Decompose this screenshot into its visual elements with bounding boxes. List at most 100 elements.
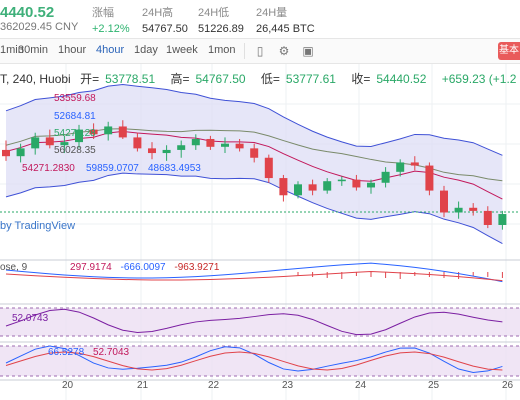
- macd-signal-line: [5, 270, 503, 282]
- stat-value: 26,445 BTC: [256, 23, 315, 35]
- candle-body: [133, 137, 142, 149]
- ma-price-tag: 54271.28: [54, 128, 96, 139]
- candle-body: [323, 181, 332, 191]
- date-tick: 26: [502, 380, 514, 391]
- bollinger-lower-line: [5, 172, 503, 244]
- stat-low: 24H低 51226.89: [198, 4, 244, 35]
- bollinger-band-fill: [6, 84, 503, 244]
- date-tick: 22: [208, 380, 220, 391]
- candle-body: [454, 207, 463, 213]
- candle-body: [410, 162, 419, 166]
- stat-value: +2.12%: [92, 23, 130, 35]
- candle-body: [308, 184, 317, 191]
- timeframe-1hour[interactable]: 1hour: [58, 44, 87, 56]
- high-label: 高= 54767.50: [170, 72, 246, 86]
- candle-body: [118, 126, 127, 138]
- candle-body: [31, 137, 40, 149]
- tradingview-watermark: by TradingView: [0, 220, 76, 232]
- date-tick: 24: [355, 380, 367, 391]
- candle-body: [264, 157, 273, 179]
- chart-area[interactable]: T, 240, Huobi 开= 53778.51 高= 54767.50 低= 53…: [0, 64, 520, 400]
- date-tick: 25: [428, 380, 440, 391]
- kdj-k-line: [5, 345, 503, 373]
- candle-body: [162, 149, 171, 154]
- timeframe-1mon[interactable]: 1mon: [208, 44, 236, 56]
- candle-body: [483, 210, 492, 225]
- candle-body: [191, 138, 200, 146]
- stat-value: 51226.89: [198, 23, 244, 35]
- timeframe-4hour[interactable]: 4hour: [96, 44, 125, 56]
- candle-body: [294, 184, 302, 196]
- candle-body: [221, 143, 229, 147]
- date-tick: 21: [137, 380, 149, 391]
- candle-body: [337, 179, 346, 182]
- stat-change: 涨幅 +2.12%: [92, 4, 130, 35]
- symbol-label: T, 240, Huobi: [0, 72, 71, 86]
- stat-label: 24H高: [142, 7, 174, 19]
- last-price: 4440.52: [0, 4, 55, 21]
- candle-body: [352, 179, 361, 188]
- candle-body: [279, 178, 288, 196]
- date-tick: 20: [62, 380, 74, 391]
- candle-body: [89, 129, 98, 135]
- candle-body: [177, 145, 186, 150]
- ma-price-tag: 53559.68: [54, 93, 96, 104]
- timeframe-30min[interactable]: 30min: [18, 44, 48, 56]
- boll-middle-value: 54271.2830: [22, 163, 75, 174]
- boll-upper-value: 59859.0707: [86, 163, 139, 174]
- candle-body: [425, 165, 434, 191]
- candle-body: [16, 148, 25, 157]
- stat-value: 54767.50: [142, 23, 188, 35]
- candle-body: [60, 142, 69, 146]
- stat-label: 24H量: [256, 7, 288, 19]
- candle-body: [250, 148, 259, 158]
- candle-body: [498, 214, 507, 225]
- macd-label: ose, 9 297.9174 -666.0097 -963.9271: [0, 262, 220, 273]
- ticker-header: 4440.52 362029.45 CNY 涨幅 +2.12% 24H高 547…: [0, 0, 520, 36]
- candle-style-icon[interactable]: ▯: [256, 44, 264, 58]
- candle-body: [148, 148, 156, 154]
- change-label: +659.23 (+1.2: [441, 72, 517, 86]
- timeframe-1min[interactable]: 1min: [0, 44, 24, 56]
- price-chart[interactable]: [0, 64, 520, 400]
- candle-body: [206, 138, 215, 147]
- low-label: 低= 53777.61: [260, 72, 336, 86]
- candle-body: [2, 149, 10, 157]
- candle-body: [440, 190, 448, 213]
- boll-lower-value: 48683.4953: [148, 163, 201, 174]
- basic-view-button[interactable]: 基本: [498, 42, 520, 60]
- price-cny: 362029.45 CNY: [0, 21, 79, 33]
- stat-volume: 24H量 26,445 BTC: [256, 4, 315, 35]
- candle-body: [45, 137, 54, 146]
- candle-body: [396, 162, 405, 172]
- rsi-value: 52.0743: [12, 313, 49, 324]
- ohlc-legend: T, 240, Huobi 开= 53778.51 高= 54767.50 低= 53…: [0, 70, 520, 87]
- stat-label: 24H低: [198, 7, 230, 19]
- stat-high: 24H高 54767.50: [142, 4, 188, 35]
- fullscreen-icon[interactable]: ▣: [302, 44, 314, 58]
- timeframe-1week[interactable]: 1week: [166, 44, 198, 56]
- close-label: 收= 54440.52: [351, 72, 427, 86]
- kdj-d-line: [5, 351, 503, 371]
- candle-body: [469, 207, 478, 211]
- stat-label: 涨幅: [92, 7, 114, 19]
- bollinger-upper-line: [5, 83, 503, 156]
- kdj-band: [0, 346, 520, 376]
- candle-body: [381, 171, 390, 183]
- macd-line: [5, 262, 503, 283]
- candle-body: [75, 129, 83, 143]
- candle-body: [104, 126, 113, 135]
- candle-body: [235, 143, 244, 149]
- chart-toolbar: 1min 30min 1hour 4hour 1day 1week 1mon ▯…: [0, 38, 520, 64]
- ma-price-tag: 56028.35: [54, 145, 96, 156]
- candle-body: [367, 182, 375, 188]
- kdj-label: 66.5278 52.7043: [48, 347, 130, 358]
- timeframe-1day[interactable]: 1day: [134, 44, 158, 56]
- open-label: 开= 53778.51: [80, 72, 156, 86]
- settings-gear-icon[interactable]: ⚙: [278, 44, 290, 58]
- moving-average-line: [5, 128, 503, 182]
- rsi-line: [5, 308, 503, 336]
- bollinger-middle-line: [5, 130, 503, 200]
- toolbar-divider: [244, 43, 245, 59]
- ma-price-tag: 52684.81: [54, 111, 96, 122]
